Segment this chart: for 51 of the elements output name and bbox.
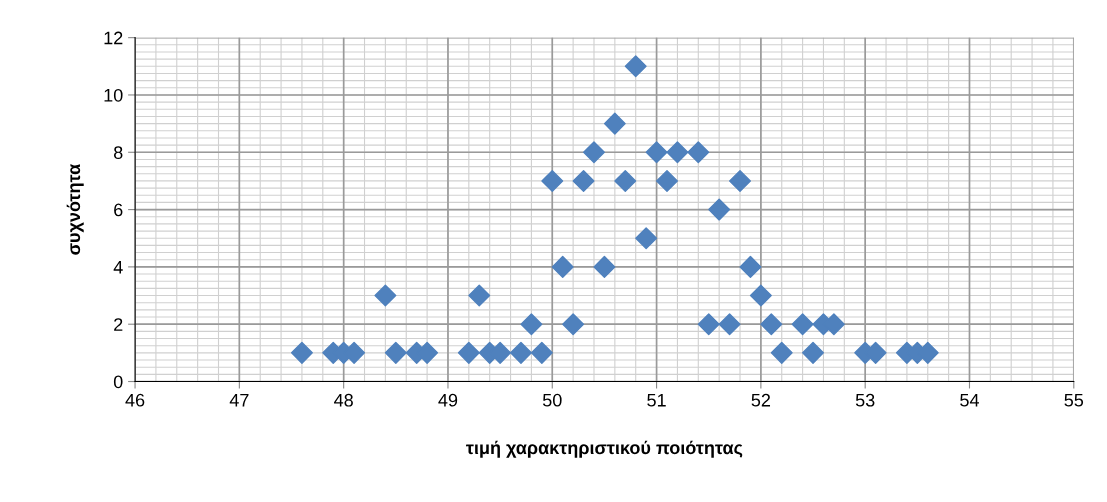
x-tick-label: 50 [542,393,562,407]
y-tick-label: 8 [113,146,123,159]
point [687,141,710,164]
x-tick-label: 47 [229,393,249,407]
point [624,55,647,78]
point [374,284,397,307]
y-tick-label: 2 [114,318,123,331]
point [290,341,313,364]
y-tick-label: 0 [113,375,123,389]
point [656,169,678,192]
x-tick-label: 46 [125,393,145,407]
point [697,313,720,336]
point [718,313,741,336]
point [582,141,605,164]
y-axis-title: συχνότητα [66,163,84,255]
x-tick-label: 55 [1064,393,1084,407]
point [457,341,480,364]
point [739,255,762,278]
y-tick-label: 12 [104,31,123,45]
point [666,141,689,164]
point [520,313,543,336]
point [572,169,595,192]
x-tick-label: 52 [751,393,771,407]
point [770,341,793,364]
y-tick-label: 4 [113,261,123,274]
x-tick-label: 49 [438,393,458,407]
point [635,227,658,250]
point [530,341,553,364]
point [593,255,616,278]
point [509,341,532,364]
point [603,112,626,135]
point [760,313,783,336]
point [791,313,814,336]
point [708,198,731,221]
x-tick-label: 53 [855,393,875,407]
point [541,169,564,192]
x-tick-label: 54 [960,393,979,407]
y-tick-label: 6 [114,203,123,217]
point [562,313,585,336]
point [729,169,752,192]
x-axis-title: τιμή χαρακτηριστικού ποιότητας [466,440,743,458]
point [645,141,668,164]
x-tick-label: 48 [334,393,353,407]
point [614,169,637,192]
x-tick-label: 51 [647,393,666,407]
point [802,341,825,364]
y-tick-label: 10 [104,88,123,102]
point [384,341,407,364]
point [468,284,491,307]
point [551,255,574,278]
point [749,284,772,307]
